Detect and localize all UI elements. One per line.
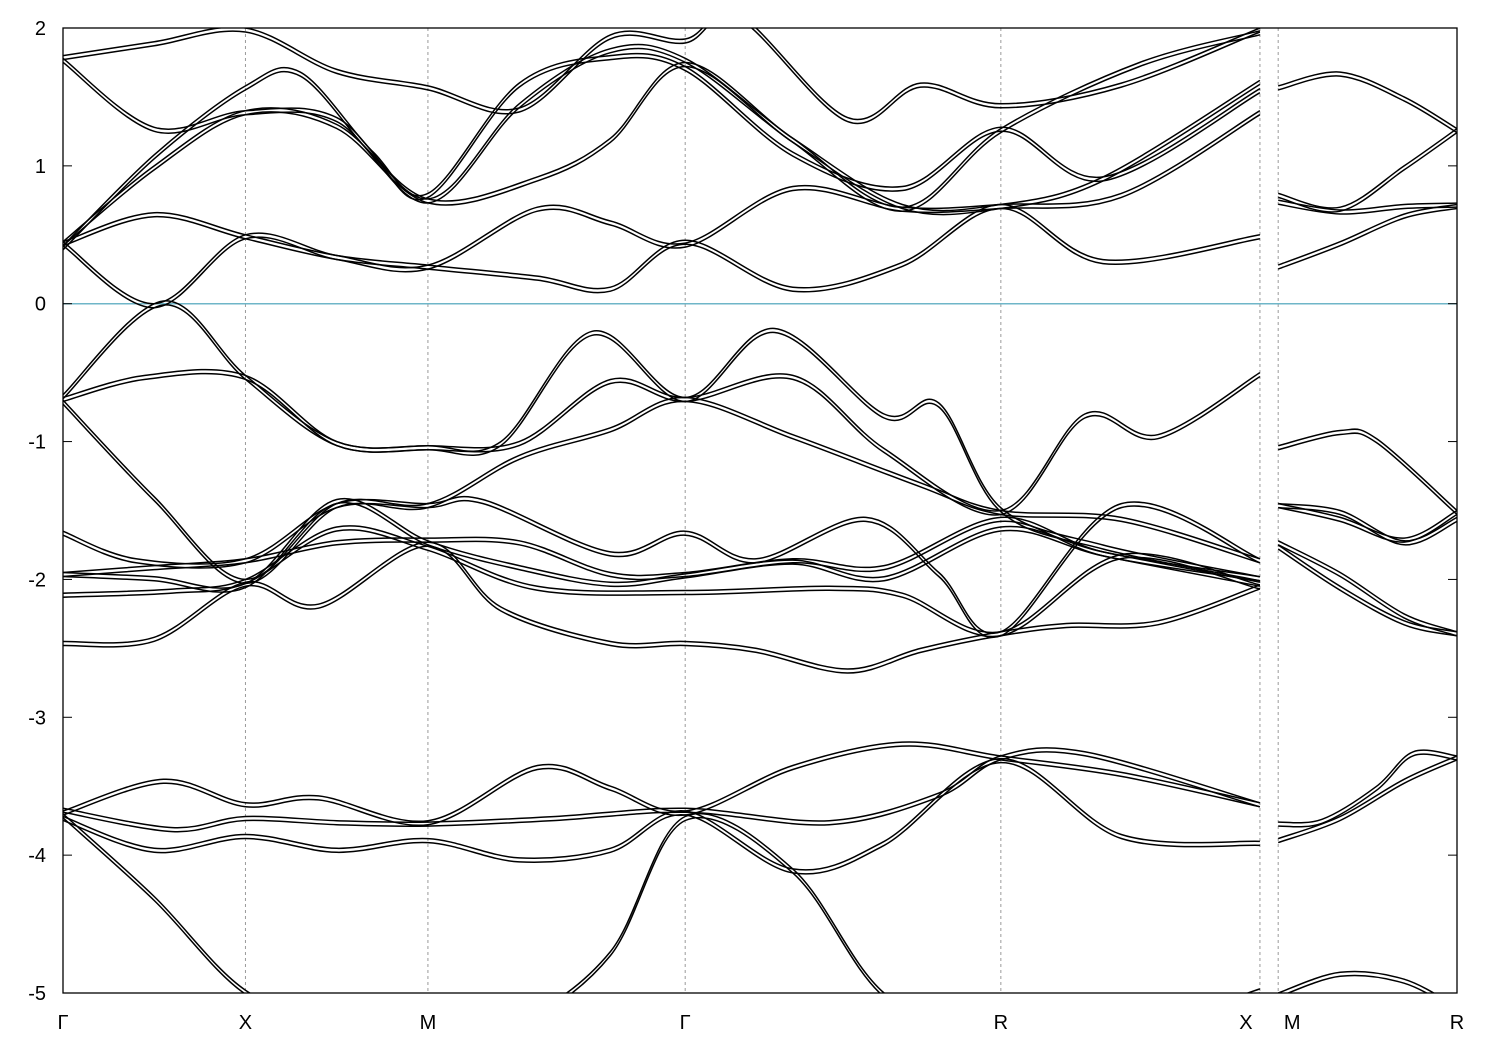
kpoint-label-1: X bbox=[239, 1012, 252, 1034]
band-11 bbox=[63, 300, 1261, 578]
band-2-split bbox=[63, 745, 1261, 827]
kpoint-label-4: R bbox=[994, 1012, 1008, 1034]
y-tick-label-3: -1 bbox=[28, 432, 46, 454]
y-tick-label-5: -3 bbox=[28, 707, 46, 729]
band-10 bbox=[63, 368, 1261, 512]
high-symmetry-lines bbox=[244, 28, 1279, 993]
y-tick-label-4: -2 bbox=[28, 569, 46, 591]
kpoint-label-2: M bbox=[420, 1012, 437, 1034]
band-17 bbox=[63, 28, 1261, 121]
band-18-split bbox=[1286, 974, 1429, 993]
y-tick-label-6: -4 bbox=[28, 845, 46, 867]
kpoint-label-7: R bbox=[1450, 1012, 1464, 1034]
band-3-split bbox=[63, 751, 1261, 833]
band-16 bbox=[63, 30, 1261, 208]
band-13-split bbox=[63, 114, 1261, 273]
band-19 bbox=[1277, 755, 1457, 840]
band-23-split bbox=[1278, 506, 1457, 543]
band-7 bbox=[63, 516, 1261, 578]
band-3 bbox=[63, 747, 1261, 829]
band-2 bbox=[63, 741, 1261, 823]
plot-frame bbox=[62, 27, 1458, 994]
band-10-split bbox=[63, 372, 1261, 516]
band-22 bbox=[1277, 540, 1457, 633]
band-12 bbox=[63, 203, 1261, 305]
band-12-split bbox=[63, 207, 1261, 309]
y-tick-label-7: -5 bbox=[28, 983, 46, 1005]
kpoint-label-6: M bbox=[1284, 1012, 1301, 1034]
band-24 bbox=[1278, 502, 1457, 542]
band-25-split bbox=[1278, 432, 1457, 516]
bands bbox=[63, 28, 1457, 993]
band-22-split bbox=[1277, 544, 1457, 637]
band-29 bbox=[1278, 71, 1457, 130]
y-tick-label-1: 1 bbox=[35, 156, 46, 178]
y-tick-label-0: 2 bbox=[35, 18, 46, 40]
band-8 bbox=[63, 497, 1261, 589]
band-0-split bbox=[63, 816, 1260, 993]
band-29-split bbox=[1278, 75, 1457, 134]
band-16-split bbox=[63, 34, 1261, 212]
band-6 bbox=[63, 495, 1261, 635]
band-27 bbox=[1278, 199, 1457, 211]
kpoint-label-5: X bbox=[1239, 1012, 1252, 1034]
band-13 bbox=[63, 110, 1261, 269]
band-4 bbox=[63, 541, 1261, 670]
band-26 bbox=[1277, 203, 1457, 266]
kpoint-label-0: Γ bbox=[57, 1012, 68, 1034]
band-15 bbox=[63, 52, 1261, 247]
band-24-split bbox=[1278, 506, 1457, 546]
band-7-split bbox=[63, 520, 1261, 582]
band-14 bbox=[63, 61, 1261, 243]
band-4-split bbox=[63, 545, 1261, 674]
band-11-split bbox=[63, 304, 1261, 582]
y-tick-label-2: 0 bbox=[35, 294, 46, 316]
band-9-split bbox=[63, 400, 1261, 585]
band-1-split bbox=[63, 761, 1260, 875]
band-28-split bbox=[1278, 131, 1457, 213]
band-21-split bbox=[1277, 548, 1457, 637]
band-18 bbox=[1277, 970, 1436, 993]
band-20-split bbox=[1278, 753, 1457, 828]
band-0 bbox=[63, 812, 1261, 993]
band-6-split bbox=[63, 499, 1261, 639]
band-17-split bbox=[63, 28, 1261, 125]
band-19-split bbox=[1277, 759, 1457, 844]
band-20 bbox=[1278, 749, 1457, 824]
band-25 bbox=[1278, 428, 1457, 512]
band-9 bbox=[63, 396, 1261, 581]
kpoint-label-3: Γ bbox=[680, 1012, 691, 1034]
y-axis-ticks: 2 1 0 -1 -2 -3 -4 -5 bbox=[28, 18, 1457, 1005]
band-27-split bbox=[1278, 203, 1457, 215]
band-1 bbox=[63, 757, 1260, 871]
band-28 bbox=[1278, 127, 1457, 209]
band-26-split bbox=[1277, 207, 1457, 270]
band-8-split bbox=[63, 501, 1261, 593]
